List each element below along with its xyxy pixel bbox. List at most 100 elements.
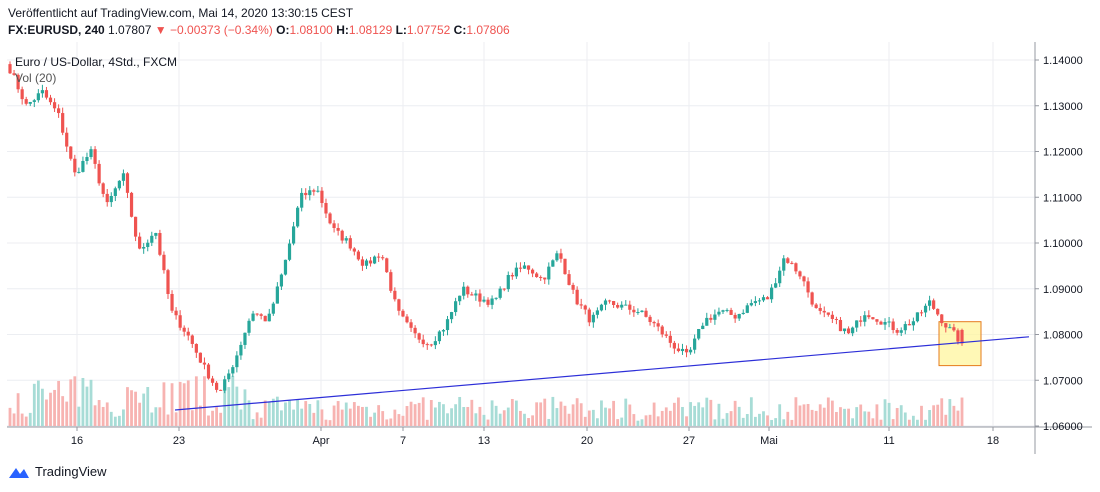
y-tick-label: 1.07000 xyxy=(1043,375,1083,387)
volume-bar xyxy=(219,412,223,426)
volume-bar xyxy=(636,420,640,426)
volume-bar xyxy=(579,403,583,426)
y-tick-label: 1.06000 xyxy=(1043,421,1083,433)
volume-bar xyxy=(608,408,611,426)
volume-bar xyxy=(259,417,263,426)
candle-body xyxy=(24,99,28,104)
candle-body xyxy=(599,304,604,311)
candle-body xyxy=(770,287,774,300)
volume-bar xyxy=(928,410,931,426)
volume-bar xyxy=(57,380,61,426)
volume-bar xyxy=(612,400,616,426)
candle-body xyxy=(178,315,182,328)
candle-body xyxy=(425,344,429,346)
candle-body xyxy=(251,313,255,321)
candle-body xyxy=(105,193,109,203)
candle-body xyxy=(705,317,709,326)
volume-bar xyxy=(543,398,547,426)
volume-bar xyxy=(899,405,903,426)
volume-bar xyxy=(199,405,202,426)
volume-bar xyxy=(591,409,595,426)
price-chart[interactable]: 1.14000 1.13000 1.12000 1.11000 1.10000 1.090… xyxy=(7,42,1092,454)
volume-bar xyxy=(32,383,36,426)
volume-bar xyxy=(701,407,705,426)
candle-body xyxy=(494,297,498,299)
volume-bar xyxy=(433,407,437,426)
candle-body xyxy=(867,315,871,318)
candle-body xyxy=(826,312,830,315)
candle-body xyxy=(138,236,142,249)
candle-body xyxy=(186,331,190,336)
candle-body xyxy=(170,293,174,311)
candle-body xyxy=(895,330,899,333)
volume-bar xyxy=(616,419,620,426)
y-tick-label: 1.11000 xyxy=(1043,192,1082,204)
volume-bar xyxy=(855,407,859,426)
volume-bar xyxy=(640,419,644,426)
volume-bar xyxy=(936,404,940,426)
volume-bar xyxy=(798,405,802,426)
volume-bar xyxy=(859,404,863,426)
candle-body xyxy=(644,310,648,317)
candle-body xyxy=(267,313,271,322)
candle-body xyxy=(846,328,851,334)
footer-branding[interactable]: TradingView xyxy=(8,464,107,479)
volume-bar xyxy=(348,408,352,426)
candle-body xyxy=(919,312,924,314)
candle-body xyxy=(539,277,543,279)
volume-bar xyxy=(563,405,567,426)
volume-bar xyxy=(130,390,133,426)
volume-bar xyxy=(660,410,664,426)
candle-body xyxy=(61,113,65,133)
down-arrow-icon: ▼ xyxy=(154,23,167,37)
volume-bar xyxy=(109,411,113,426)
volume-bar xyxy=(328,420,332,426)
volume-bar xyxy=(203,376,206,426)
candle-body xyxy=(891,321,895,331)
volume-bar xyxy=(587,410,591,426)
candle-body xyxy=(312,190,316,192)
trendline[interactable] xyxy=(174,336,1030,411)
volume-bar xyxy=(940,398,944,426)
candle-body xyxy=(259,314,263,316)
candle-body xyxy=(636,312,640,314)
candle-body xyxy=(12,73,16,75)
x-tick-label: 11 xyxy=(883,435,894,447)
candle-body xyxy=(729,309,733,315)
volume-bar xyxy=(474,413,478,426)
y-tick-label: 1.08000 xyxy=(1043,330,1083,342)
volume-bar xyxy=(429,400,433,426)
volume-bar xyxy=(571,404,575,426)
candle-body xyxy=(543,277,547,280)
candle-body xyxy=(936,308,940,315)
open-value: 1.08100 xyxy=(289,23,333,37)
candle-body xyxy=(154,233,158,236)
volume-bar xyxy=(802,404,806,426)
candle-body xyxy=(810,292,814,305)
volume-bar xyxy=(916,419,919,426)
volume-bar xyxy=(186,380,190,426)
candle-body xyxy=(522,265,527,269)
candle-body xyxy=(219,389,223,391)
candle-body xyxy=(445,319,450,331)
candle-body xyxy=(486,299,490,305)
volume-bar xyxy=(778,404,782,426)
candle-body xyxy=(89,149,93,158)
candle-body xyxy=(52,102,57,109)
candle-body xyxy=(838,319,843,332)
candle-body xyxy=(802,276,806,282)
candle-body xyxy=(530,269,535,274)
volume-bar xyxy=(73,376,77,426)
candle-body xyxy=(44,90,49,98)
volume-bar xyxy=(664,407,668,426)
volume-bar xyxy=(685,416,688,426)
candle-body xyxy=(324,202,328,214)
candle-body xyxy=(247,320,251,333)
volume-bar xyxy=(847,408,850,426)
volume-bar xyxy=(401,415,405,426)
x-tick-label: 16 xyxy=(71,435,83,447)
volume-bar xyxy=(871,418,875,426)
candle-body xyxy=(502,288,506,290)
candle-body xyxy=(688,349,693,353)
candle-body xyxy=(142,247,146,249)
